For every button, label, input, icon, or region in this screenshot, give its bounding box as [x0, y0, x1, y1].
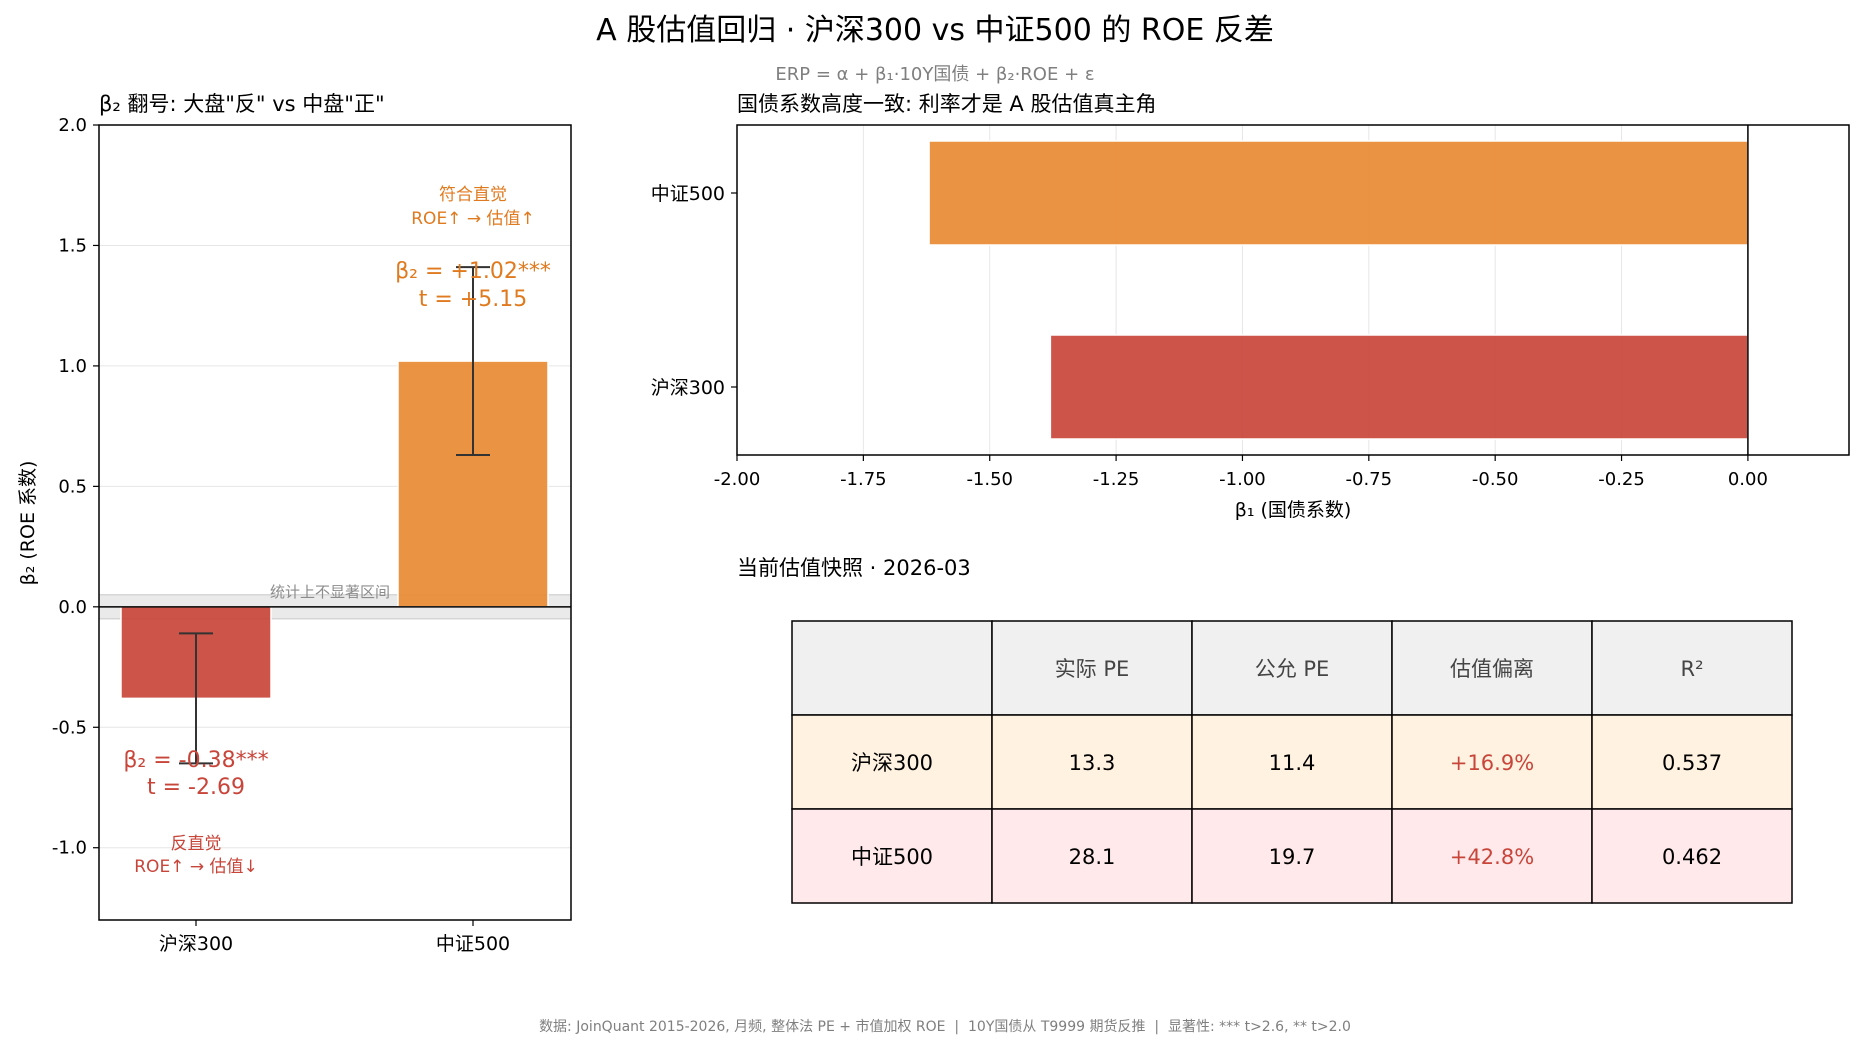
table-cell — [991, 714, 1193, 810]
beta1-y-tick-label: 中证500 — [651, 183, 725, 205]
figure-title: A 股估值回归 · 沪深300 vs 中证500 的 ROE 反差 — [596, 13, 1274, 48]
beta1-x-tick-label: -0.50 — [1472, 469, 1519, 490]
table-cell — [991, 808, 1193, 904]
table-cell-value: 中证500 — [851, 845, 933, 869]
beta2-y-axis-label: β₂ (ROE 系数) — [17, 461, 39, 586]
beta1-x-tick-label: -1.75 — [840, 469, 887, 490]
table-header-label: R² — [1680, 657, 1703, 681]
table-header-label: 估值偏离 — [1450, 657, 1534, 681]
beta1-bar — [928, 140, 1749, 246]
beta2-y-tick-label: -1.0 — [52, 838, 87, 859]
valuation-table: 当前估值快照 · 2026-03 实际 PE 公允 PE 估值偏离 R² 沪深300 13… — [737, 556, 1793, 904]
beta1-chart-title: 国债系数高度一致: 利率才是 A 股估值真主角 — [737, 92, 1156, 116]
beta2-chart-title: β₂ 翻号: 大盘"反" vs 中盘"正" — [99, 92, 385, 116]
beta2-plot-frame — [98, 124, 572, 921]
table-cell — [1591, 714, 1793, 810]
table-header-label: 公允 PE — [1255, 657, 1330, 681]
beta2-y-tick-label: 2.0 — [58, 115, 87, 136]
table-cell — [1391, 808, 1593, 904]
table-header-cell — [1391, 620, 1593, 716]
hs300-note-line2: ROE↑ → 估值↓ — [134, 857, 257, 877]
zz500-coef-label: β₂ = +1.02*** — [395, 259, 551, 284]
table-header-cell — [791, 620, 993, 716]
beta2-y-tick-label: -0.5 — [52, 717, 87, 738]
beta1-x-tick-label: -1.50 — [966, 469, 1013, 490]
table-cell — [791, 808, 993, 904]
beta2-y-tick-label: 0.5 — [58, 476, 87, 497]
beta1-x-axis-label: β₁ (国债系数) — [1235, 499, 1352, 521]
table-cell — [1591, 808, 1793, 904]
table-cell — [1191, 808, 1393, 904]
table-cell-value: 0.462 — [1662, 845, 1722, 869]
beta1-bar — [1049, 334, 1749, 440]
beta1-x-tick-label: -1.00 — [1219, 469, 1266, 490]
zz500-t-label: t = +5.15 — [419, 287, 527, 312]
insignificant-band-label: 统计上不显著区间 — [270, 583, 390, 601]
beta1-x-tick-label: -2.00 — [714, 469, 761, 490]
beta2-y-tick-label: 1.0 — [58, 356, 87, 377]
table-cell-value: 沪深300 — [851, 751, 933, 775]
table-cell-value: 11.4 — [1269, 751, 1316, 775]
table-cell-value: 19.7 — [1269, 845, 1316, 869]
hs300-coef-label: β₂ = -0.38*** — [123, 748, 268, 773]
beta2-x-tick-label: 沪深300 — [159, 933, 233, 955]
zz500-note-line2: ROE↑ → 估值↑ — [411, 209, 534, 229]
table-header-label: 实际 PE — [1055, 657, 1130, 681]
table-cell-value: +16.9% — [1450, 751, 1534, 775]
table-cell-value: 0.537 — [1662, 751, 1722, 775]
beta1-chart: 国债系数高度一致: 利率才是 A 股估值真主角 -2.00 -1.75 -1.50 -… — [651, 92, 1850, 521]
table-cell-value: +42.8% — [1450, 845, 1534, 869]
beta1-y-tick-label: 沪深300 — [651, 377, 725, 399]
table-cell — [1191, 714, 1393, 810]
zz500-note-line1: 符合直觉 — [439, 185, 507, 205]
table-cell-value: 13.3 — [1069, 751, 1116, 775]
beta2-chart: β₂ 翻号: 大盘"反" vs 中盘"正" 统计上不显著区间 2.0 1.5 1.0… — [17, 92, 572, 955]
beta1-x-tick-label: 0.00 — [1728, 469, 1768, 490]
hs300-note-line1: 反直觉 — [171, 834, 222, 854]
beta1-x-tick-label: -0.25 — [1598, 469, 1645, 490]
hs300-t-label: t = -2.69 — [147, 775, 245, 800]
table-header-cell — [991, 620, 1193, 716]
beta1-x-tick-label: -0.75 — [1346, 469, 1393, 490]
beta1-plot-frame — [736, 124, 1850, 456]
table-cell — [791, 714, 993, 810]
beta1-x-tick-label: -1.25 — [1093, 469, 1140, 490]
beta2-y-tick-label: 1.5 — [58, 235, 87, 256]
beta2-x-tick-label: 中证500 — [436, 933, 510, 955]
table-cell-value: 28.1 — [1069, 845, 1116, 869]
table-title: 当前估值快照 · 2026-03 — [737, 556, 971, 580]
beta2-y-tick-label: 0.0 — [58, 597, 87, 618]
footer-note: 数据: JoinQuant 2015-2026, 月频, 整体法 PE + 市值… — [539, 1018, 1351, 1035]
formula-subtitle: ERP = α + β₁·10Y国债 + β₂·ROE + ε — [775, 64, 1094, 85]
